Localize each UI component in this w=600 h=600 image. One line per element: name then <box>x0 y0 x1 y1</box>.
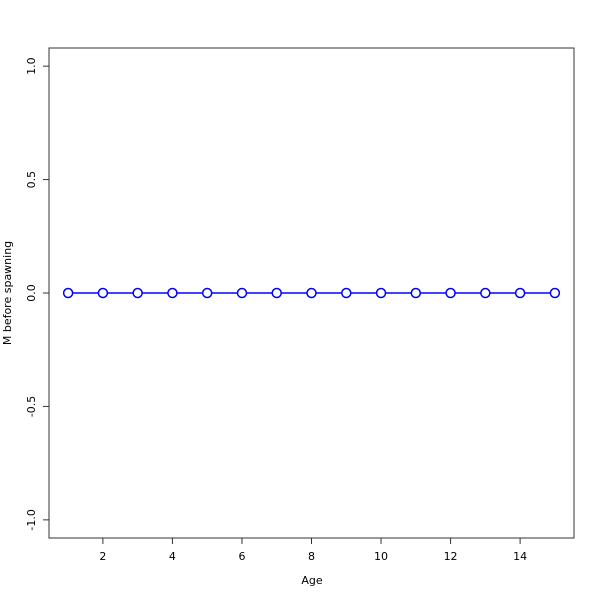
data-point <box>480 287 491 299</box>
x-tick-label: 10 <box>374 550 388 563</box>
data-point <box>271 287 282 299</box>
data-point <box>306 287 317 299</box>
data-point <box>514 287 526 299</box>
x-tick-label: 14 <box>513 550 527 563</box>
x-tick-label: 2 <box>99 550 106 563</box>
data-point <box>375 287 387 299</box>
y-tick-label: -0.5 <box>25 396 38 417</box>
data-point <box>132 287 143 299</box>
data-point <box>201 287 213 299</box>
y-axis: -1.0 -0.5 0.0 0.5 1.0 <box>25 57 49 531</box>
x-tick-label: 6 <box>238 550 245 563</box>
series <box>62 287 561 299</box>
data-point <box>445 287 456 299</box>
x-tick-label: 12 <box>444 550 458 563</box>
data-point <box>62 287 74 299</box>
y-tick-label: -1.0 <box>25 509 38 530</box>
data-point <box>167 287 178 299</box>
y-tick-label: 0.5 <box>25 171 38 189</box>
y-tick-label: 0.0 <box>25 284 38 302</box>
y-axis-label: M before spawning <box>1 241 14 345</box>
y-tick-label: 1.0 <box>25 57 38 75</box>
data-point <box>236 287 248 299</box>
x-axis-label: Age <box>301 574 323 587</box>
x-tick-label: 4 <box>169 550 176 563</box>
x-axis: 2 4 6 8 10 12 14 <box>99 538 527 563</box>
data-point <box>549 287 561 299</box>
data-point <box>97 287 109 299</box>
x-tick-label: 8 <box>308 550 315 563</box>
data-point <box>410 287 422 299</box>
data-point <box>341 287 352 299</box>
